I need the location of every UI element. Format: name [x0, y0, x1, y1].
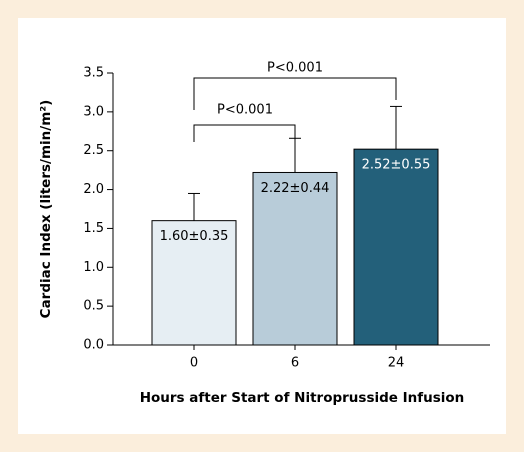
y-tick-label: 1.0	[83, 260, 104, 275]
bar	[353, 148, 439, 346]
annotation: P<0.001	[217, 103, 273, 118]
bracket	[193, 124, 296, 142]
y-tick-label: 3.5	[83, 66, 104, 81]
value-label: 2.52±0.55	[362, 158, 431, 173]
bar	[252, 171, 338, 346]
x-tick-label: 6	[291, 356, 299, 371]
x-axis-label: Hours after Start of Nitroprusside Infus…	[140, 390, 465, 406]
y-tick-label: 2.0	[83, 182, 104, 197]
y-tick-label: 1.5	[83, 221, 104, 236]
value-label: 1.60±0.35	[160, 229, 229, 244]
x-tick-label: 0	[190, 356, 198, 371]
y-tick-label: 0.5	[83, 299, 104, 314]
y-axis-label: Cardiac Index (liters/min/m²)	[38, 100, 54, 319]
y-tick-label: 2.5	[83, 143, 104, 158]
y-tick-label: 0.0	[83, 338, 104, 353]
annotation: P<0.001	[267, 61, 323, 76]
bar	[151, 220, 237, 346]
value-label: 2.22±0.44	[261, 181, 330, 196]
bracket	[193, 77, 397, 110]
y-tick-label: 3.0	[83, 104, 104, 119]
x-tick-label: 24	[388, 356, 405, 371]
